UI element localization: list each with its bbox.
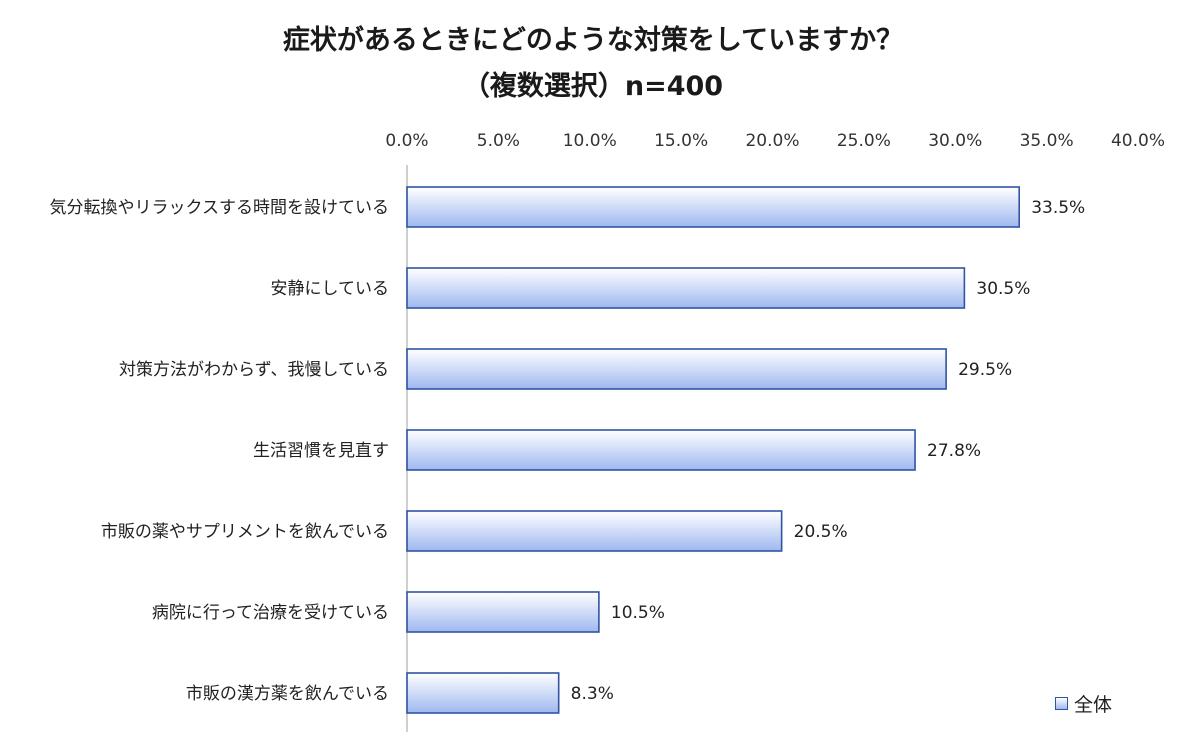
category-label: 気分転換やリラックスする時間を設けている (50, 198, 390, 218)
x-tick-label: 0.0% (385, 131, 428, 151)
category-label: 市販の漢方薬を飲んでいる (186, 684, 389, 704)
data-label: 8.3% (571, 684, 614, 704)
category-label: 安静にしている (271, 279, 390, 299)
x-axis: 0.0% 5.0% 10.0% 15.0% 20.0% 25.0% 30.0% 35.0% 40… (385, 131, 1165, 732)
data-label: 20.5% (794, 522, 848, 542)
bar (406, 591, 600, 633)
category-label: 対策方法がわからず、我慢している (119, 359, 389, 380)
chart-subtitle: （複数選択）n=400 (462, 71, 724, 102)
bar (406, 672, 560, 714)
x-tick-label: 15.0% (654, 131, 708, 151)
x-tick-label: 20.0% (745, 131, 799, 151)
bar (406, 348, 947, 390)
bar (406, 267, 966, 309)
category-label: 市販の薬やサプリメントを飲んでいる (101, 522, 389, 542)
legend-label: 全体 (1074, 694, 1113, 716)
data-label: 33.5% (1031, 198, 1085, 218)
data-label: 29.5% (958, 360, 1012, 380)
legend: 全体 (1055, 690, 1112, 717)
category-label: 生活習慣を見直す (253, 441, 389, 461)
data-label: 30.5% (976, 279, 1030, 299)
bar (406, 510, 783, 552)
x-tick-label: 25.0% (837, 131, 891, 151)
bar (406, 429, 916, 471)
x-tick-label: 30.0% (928, 131, 982, 151)
legend-swatch (1055, 697, 1068, 710)
bars: 気分転換やリラックスする時間を設けている 33.5% 安静にしている 30.5% 対策方… (50, 186, 1085, 714)
data-label: 27.8% (927, 441, 981, 461)
category-label: 病院に行って治療を受けている (152, 603, 389, 623)
bar (406, 186, 1021, 228)
data-label: 10.5% (611, 603, 665, 623)
chart-title: 症状があるときにどのような対策をしていますか？ (282, 25, 904, 56)
x-tick-label: 35.0% (1020, 131, 1074, 151)
x-tick-label: 40.0% (1111, 131, 1165, 151)
x-tick-label: 10.0% (563, 131, 617, 151)
x-tick-label: 5.0% (477, 131, 520, 151)
